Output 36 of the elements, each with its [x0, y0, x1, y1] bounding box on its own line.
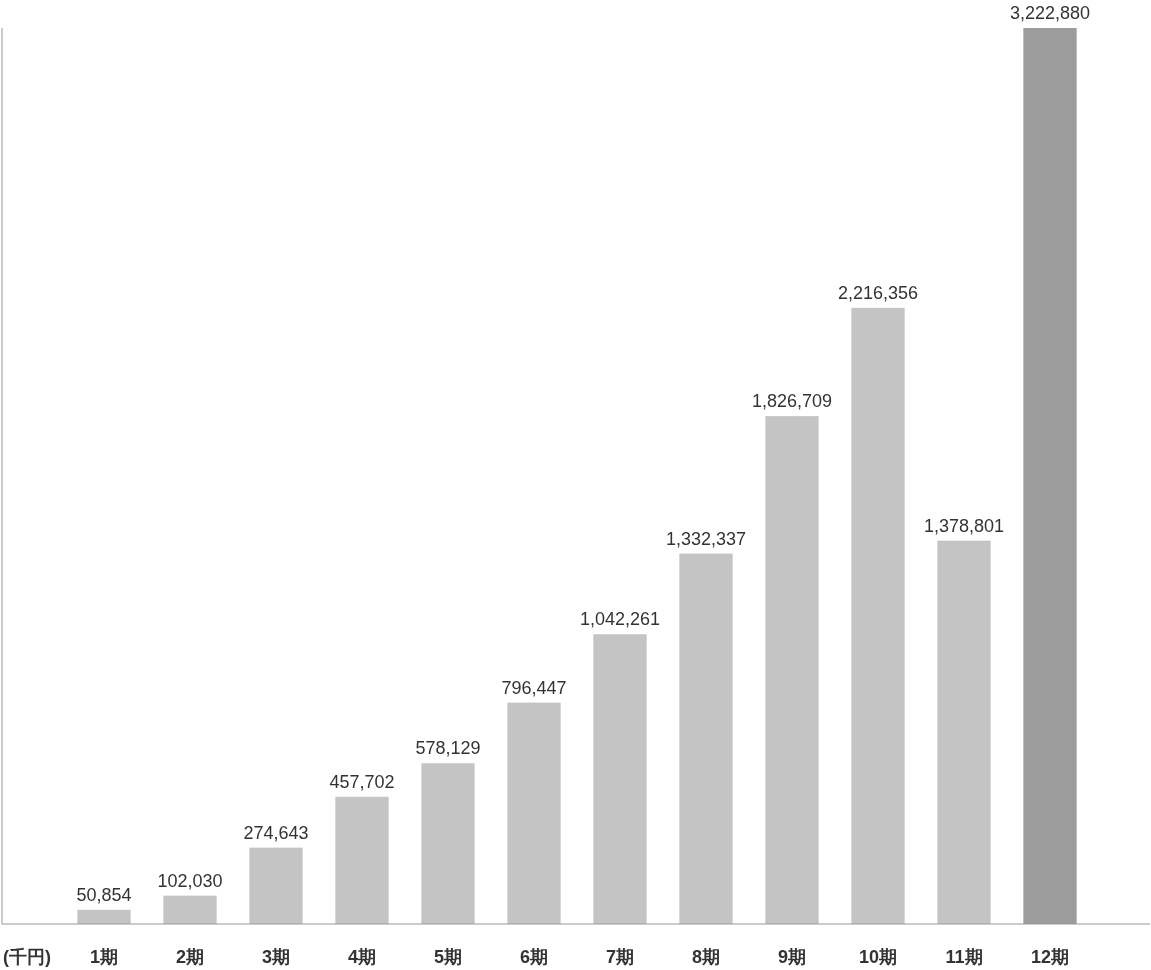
bar: [421, 763, 475, 924]
x-tick-label: 12期: [1030, 947, 1070, 967]
x-tick-label: 7期: [605, 947, 635, 967]
x-tick-label: 6期: [519, 947, 549, 967]
x-tick-label: 10期: [858, 947, 898, 967]
bar: [765, 416, 819, 924]
data-label: 102,030: [157, 870, 223, 891]
bar: [335, 796, 389, 924]
data-label: 578,129: [415, 738, 481, 759]
bar: [163, 895, 217, 924]
data-label: 1,826,709: [751, 391, 833, 412]
bar: [593, 634, 647, 924]
bar: [937, 540, 991, 924]
data-label: 796,447: [501, 677, 567, 698]
data-label: 274,643: [243, 822, 309, 843]
x-tick-label: 5期: [433, 947, 463, 967]
data-label: 50,854: [76, 884, 132, 905]
text: (千円): [3, 947, 51, 967]
data-label: 1,042,261: [579, 609, 661, 630]
bar: [851, 307, 905, 924]
data-label: 457,702: [329, 771, 395, 792]
x-tick-label: 1期: [89, 947, 119, 967]
x-tick-label: 8期: [691, 947, 721, 967]
bar: [679, 553, 733, 924]
data-label: 1,332,337: [665, 528, 747, 549]
data-label: 2,216,356: [837, 282, 919, 303]
bar: [507, 702, 561, 924]
x-tick-label: 11期: [945, 947, 983, 967]
x-tick-label: 9期: [777, 947, 807, 967]
data-label: 1,378,801: [923, 515, 1005, 536]
bar: [249, 847, 303, 924]
x-tick-label: 2期: [175, 947, 205, 967]
bar: [77, 909, 131, 924]
x-tick-label: 4期: [347, 947, 377, 967]
x-tick-label: 3期: [261, 947, 291, 967]
data-label: 3,222,880: [1009, 3, 1091, 23]
